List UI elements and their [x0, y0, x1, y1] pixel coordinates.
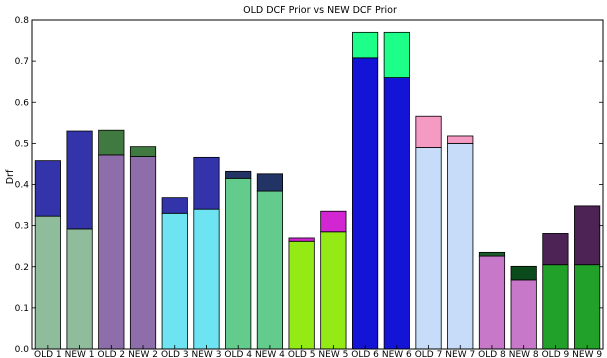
bars [34, 31, 601, 350]
bar-top-new-7 [447, 135, 474, 144]
bar-top-old-6 [351, 31, 379, 59]
bar-bottom-new-7 [447, 142, 474, 350]
bar-top-new-3 [193, 156, 220, 210]
y-tick-label: 0.4 [15, 181, 30, 191]
plot-frame [31, 19, 604, 350]
x-tick-label: NEW 9 [572, 350, 602, 358]
x-tick-label: OLD 7 [415, 350, 443, 358]
bar-top-new-9 [574, 205, 601, 266]
bar-bottom-old-5 [288, 240, 315, 350]
bar-top-new-1 [66, 130, 93, 230]
bar-top-old-2 [98, 129, 125, 156]
bar-bottom-old-2 [98, 154, 125, 350]
bar-top-new-4 [256, 173, 284, 192]
y-axis-label: Drf [5, 169, 16, 184]
bar-bottom-old-8 [478, 255, 506, 350]
bar-bottom-old-4 [225, 177, 252, 350]
y-tick-label: 0.6 [15, 98, 30, 108]
chart-title: OLD DCF Prior vs NEW DCF Prior [243, 5, 397, 16]
x-tick-label: OLD 4 [224, 350, 252, 358]
bar-top-new-6 [383, 31, 410, 78]
bar-bottom-new-1 [66, 228, 93, 350]
x-tick-label: NEW 2 [128, 350, 158, 358]
bar-bottom-old-1 [34, 215, 61, 350]
y-tick-label: 0.3 [15, 222, 29, 232]
bar-bottom-old-6 [351, 57, 379, 350]
x-tick-label: OLD 6 [351, 350, 379, 358]
bar-top-old-7 [415, 115, 442, 148]
bar-bottom-new-3 [193, 208, 220, 350]
bar-bottom-new-8 [510, 279, 537, 350]
x-tick-label: OLD 8 [478, 350, 506, 358]
bar-top-old-8 [478, 251, 506, 257]
bar-top-old-4 [225, 170, 252, 179]
y-tick-label: 0.0 [15, 345, 30, 355]
x-tick-label: OLD 9 [542, 350, 570, 358]
y-tick-label: 0.5 [15, 139, 29, 149]
bar-bottom-new-4 [256, 190, 284, 350]
x-tick-label: NEW 1 [65, 350, 95, 358]
bar-bottom-new-2 [129, 156, 157, 350]
bar-top-old-1 [34, 160, 61, 217]
x-tick-label: OLD 5 [288, 350, 316, 358]
bar-top-old-9 [542, 233, 569, 266]
x-tick-label: OLD 1 [34, 350, 62, 358]
y-axis-ticks: 0.0 0.1 0.2 0.3 0.4 0.5 0.6 0.7 0.8 [15, 16, 603, 355]
y-tick-label: 0.1 [15, 304, 29, 314]
x-tick-label: NEW 7 [445, 350, 475, 358]
x-tick-label: NEW 6 [382, 350, 412, 358]
y-tick-label: 0.8 [15, 16, 30, 26]
x-tick-label: NEW 5 [318, 350, 348, 358]
x-tick-label: NEW 8 [509, 350, 539, 358]
y-tick-label: 0.2 [15, 263, 29, 273]
bar-bottom-old-7 [415, 147, 442, 350]
x-tick-label: NEW 3 [192, 350, 222, 358]
bar-bottom-new-6 [383, 77, 410, 350]
bar-top-new-8 [510, 265, 537, 281]
x-axis-ticks: OLD 1 NEW 1 OLD 2 NEW 2 OLD 3 NEW 3 OLD 4 NEW 4… [34, 345, 602, 358]
bar-bottom-old-9 [542, 264, 569, 350]
bar-top-old-5 [288, 237, 315, 242]
y-tick-label: 0.7 [15, 57, 29, 67]
bar-bottom-old-3 [161, 212, 188, 350]
bar-top-old-3 [161, 197, 188, 214]
bar-bottom-new-5 [320, 231, 347, 350]
bar-top-new-5 [320, 210, 347, 233]
x-tick-label: NEW 4 [255, 350, 285, 358]
bar-bottom-new-9 [574, 264, 601, 350]
x-tick-label: OLD 2 [97, 350, 125, 358]
bar-top-new-2 [129, 146, 157, 157]
x-tick-label: OLD 3 [161, 350, 189, 358]
